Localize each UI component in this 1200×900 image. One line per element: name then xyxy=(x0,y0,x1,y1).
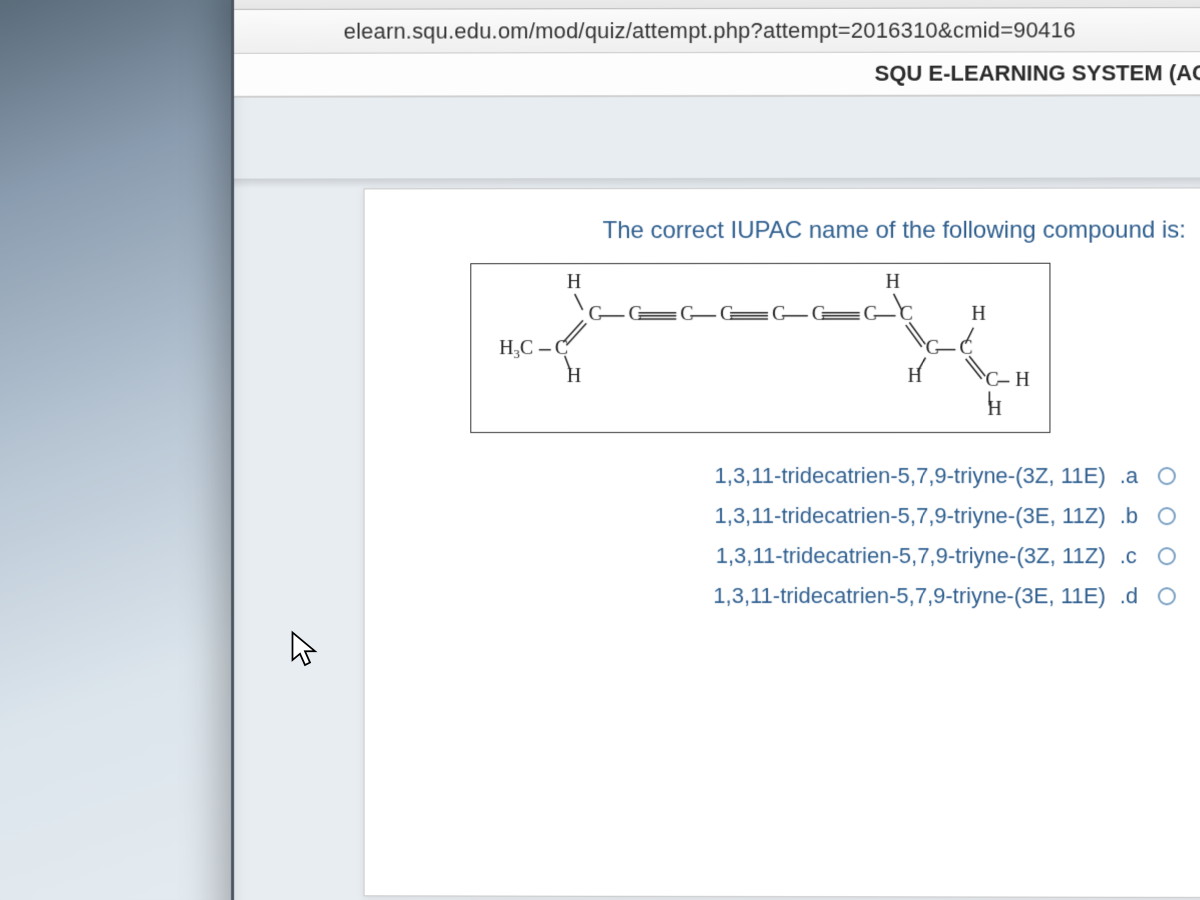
radio-d[interactable] xyxy=(1158,587,1176,605)
svg-text:C: C xyxy=(720,303,733,325)
answer-options: 1,3,11-tridecatrien-5,7,9-triyne-(3Z, 11… xyxy=(400,463,1185,609)
svg-text:H: H xyxy=(971,303,985,325)
option-letter: .d xyxy=(1120,583,1144,609)
svg-text:C: C xyxy=(926,337,939,359)
option-text: 1,3,11-tridecatrien-5,7,9-triyne-(3E, 11… xyxy=(715,503,1106,529)
svg-text:H: H xyxy=(567,271,581,293)
option-d[interactable]: 1,3,11-tridecatrien-5,7,9-triyne-(3E, 11… xyxy=(400,583,1185,610)
option-b[interactable]: 1,3,11-tridecatrien-5,7,9-triyne-(3E, 11… xyxy=(400,503,1185,529)
radio-c[interactable] xyxy=(1158,547,1176,565)
option-letter: .b xyxy=(1120,503,1144,529)
option-c[interactable]: 1,3,11-tridecatrien-5,7,9-triyne-(3Z, 11… xyxy=(400,543,1185,569)
svg-text:H3C: H3C xyxy=(499,337,533,361)
structure-svg: HH3CCHCCCCCCCCHCHCHCHH xyxy=(471,264,1049,434)
svg-text:C: C xyxy=(772,303,785,325)
svg-text:C: C xyxy=(960,337,973,359)
radio-b[interactable] xyxy=(1158,507,1176,525)
option-text: 1,3,11-tridecatrien-5,7,9-triyne-(3Z, 11… xyxy=(716,543,1106,569)
option-text: 1,3,11-tridecatrien-5,7,9-triyne-(3E, 11… xyxy=(713,583,1105,609)
svg-text:C: C xyxy=(900,303,913,325)
svg-text:C: C xyxy=(589,303,602,325)
option-text: 1,3,11-tridecatrien-5,7,9-triyne-(3Z, 11… xyxy=(715,463,1106,489)
radio-a[interactable] xyxy=(1158,467,1176,485)
svg-text:C: C xyxy=(812,303,825,325)
svg-text:C: C xyxy=(628,303,641,325)
svg-text:C: C xyxy=(985,368,998,390)
site-header: SQU E-LEARNING SYSTEM (AC xyxy=(234,52,1200,98)
question-prompt: :The correct IUPAC name of the following… xyxy=(400,217,1185,246)
browser-window: Final Exam-Part I (18 من 2 صفحة) - G ele… xyxy=(231,0,1200,900)
url-text: elearn.squ.edu.om/mod/quiz/attempt.php?a… xyxy=(344,17,1076,44)
site-title: SQU E-LEARNING SYSTEM (AC xyxy=(875,60,1200,87)
svg-text:H: H xyxy=(908,364,922,386)
option-a[interactable]: 1,3,11-tridecatrien-5,7,9-triyne-(3Z, 11… xyxy=(400,463,1185,489)
address-bar[interactable]: elearn.squ.edu.om/mod/quiz/attempt.php?a… xyxy=(234,8,1200,54)
svg-text:H: H xyxy=(886,271,900,293)
svg-text:C: C xyxy=(680,303,693,325)
svg-text:H: H xyxy=(1015,368,1029,390)
chemical-structure-image: HH3CCHCCCCCCCCHCHCHCHH xyxy=(470,263,1050,433)
question-card: :The correct IUPAC name of the following… xyxy=(364,187,1200,898)
svg-text:C: C xyxy=(864,303,877,325)
svg-text:C: C xyxy=(555,337,568,359)
option-letter: .a xyxy=(1120,463,1144,489)
svg-text:H: H xyxy=(987,398,1001,420)
svg-text:H: H xyxy=(567,365,581,387)
option-letter: .c xyxy=(1120,543,1144,569)
